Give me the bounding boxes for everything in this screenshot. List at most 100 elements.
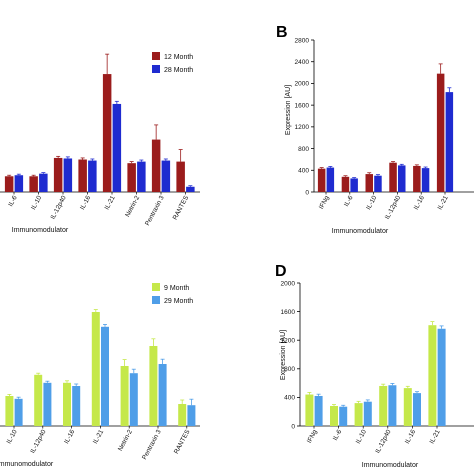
bar [158,364,167,426]
bar [330,405,338,426]
y-tick-label: 400 [298,168,309,175]
y-tick-label: 2000 [281,280,296,287]
panel-c: IL-10 IL-12p40 IL-16 IL-21 Netrin-2 Pentraxin… [0,283,200,468]
bar [72,386,81,426]
legend-label: 9 Month [164,285,189,292]
x-tick-label: IFNg [318,194,331,210]
x-tick-label: IFNg [306,428,319,444]
x-tick-label: IL-10 [365,194,378,211]
x-tick-label: IL-21 [429,428,442,445]
bar [436,73,445,192]
bar [91,312,100,426]
x-tick-label: IL-10 [6,428,19,445]
bar [403,388,412,426]
bar [413,393,421,426]
bar [389,162,397,192]
x-tick-label: IL-10 [30,194,43,211]
bar [186,186,195,192]
bar [112,103,122,192]
x-tick-label: IL-16 [404,428,417,445]
bar [314,395,323,426]
bar [43,382,52,426]
y-tick-label: 0 [291,423,295,430]
bar [14,175,24,192]
bar [317,168,326,192]
x-axis-label: Immunomodulator [362,462,419,469]
bar [365,174,373,192]
bar [339,406,348,426]
legend-swatch [152,52,160,60]
x-tick-label: RANTES [172,194,191,221]
x-tick-label: Netrin-2 [124,194,141,218]
y-tick-label: 2400 [295,59,310,66]
bar [34,374,43,426]
bar [5,396,14,426]
legend-label: 12 Month [164,54,193,61]
x-axis-label: Immunomodulator [0,461,54,468]
y-tick-label: 1200 [281,338,296,345]
bar [161,160,171,192]
bar [388,385,397,426]
bar [127,163,136,192]
y-axis-label: Expression [AU] [285,85,292,135]
bar [101,326,109,426]
x-tick-label: RANTES [173,428,192,455]
x-axis-label: Immunomodulator [332,228,389,235]
bar [88,160,97,192]
bar [326,167,335,192]
panel-letter: B [276,24,288,41]
legend-label: 29 Month [164,298,193,305]
x-tick-label: IL-12p40 [29,428,47,454]
panel-b: 0 400 800 1200 1600 2000 2400 2800 Expression [A… [276,24,474,235]
legend-swatch [152,283,160,291]
bar [379,385,388,426]
y-tick-label: 0 [305,189,309,196]
bar [421,168,430,192]
x-tick-label: IL-6 [332,428,344,442]
x-tick-label: Pentraxin 3 [144,194,166,227]
x-tick-label: IL-12p40 [384,194,402,220]
bar [4,176,14,192]
bar [187,405,196,426]
bar [437,328,446,426]
x-tick-label: IL-12p40 [50,194,68,220]
bar [354,403,363,426]
bar [102,74,112,192]
bar [176,161,185,192]
y-axis-label: Expression [AU] [280,330,287,380]
y-tick-label: 400 [284,395,295,402]
y-tick-label: 800 [298,146,309,153]
x-tick-label: IL-6 [343,194,355,208]
bar [14,398,23,426]
y-tick-label: 1200 [295,124,310,131]
legend-swatch [152,65,160,73]
x-tick-label: IL-21 [92,428,105,445]
bar [350,178,358,192]
bar [413,165,421,192]
bar [149,346,158,426]
bar [78,159,87,192]
bar [29,176,38,192]
legend-swatch [152,296,160,304]
x-tick-label: IL-21 [104,194,117,211]
bar [398,165,406,192]
y-tick-label: 1600 [281,309,296,316]
bar [120,366,129,426]
x-tick-label: IL-16 [79,194,92,211]
y-tick-label: 1600 [295,102,310,109]
y-tick-label: 2000 [295,81,310,88]
legend-label: 28 Month [164,67,193,74]
bar [151,139,161,192]
bar [305,394,314,426]
x-tick-label: IL-16 [413,194,426,211]
panel-a: IL-6 IL-10 IL-12p40 IL-16 IL-21 Netrin-2 Pentr… [0,52,200,234]
x-tick-label: Netrin-2 [117,428,134,452]
y-tick-label: 800 [284,366,295,373]
bar [39,173,48,192]
x-tick-label: IL-12p40 [374,428,392,454]
y-tick-label: 2800 [295,37,310,44]
bar [63,382,71,426]
x-axis-label: Immunomodulator [12,227,69,234]
x-tick-label: IL-10 [355,428,368,445]
